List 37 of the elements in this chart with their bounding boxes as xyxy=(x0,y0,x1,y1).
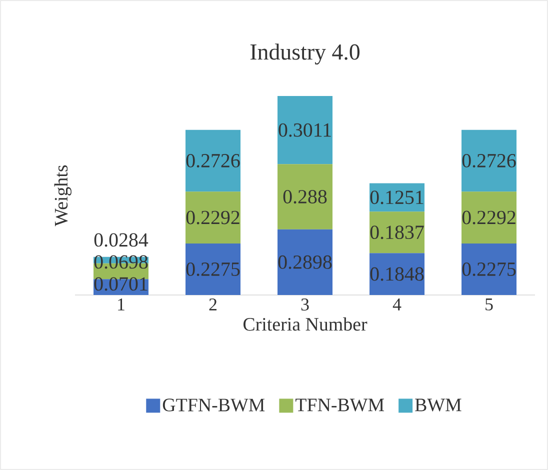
x-tick-label: 3 xyxy=(301,298,309,311)
chart-title: Industry 4.0 xyxy=(250,44,360,65)
data-label: 0.288 xyxy=(283,190,327,204)
data-label: 0.0284 xyxy=(94,233,148,247)
data-label: 0.0701 xyxy=(94,277,148,291)
bar xyxy=(370,212,425,254)
bar xyxy=(278,96,333,164)
data-label: 0.2275 xyxy=(462,262,516,276)
bar xyxy=(462,130,517,192)
bar xyxy=(370,253,425,295)
bar xyxy=(278,164,333,230)
x-tick-label: 4 xyxy=(392,298,402,310)
data-label: 0.1251 xyxy=(370,190,424,204)
y-axis-title: Weights xyxy=(54,165,72,226)
x-tick-label: 1 xyxy=(118,298,124,310)
bar xyxy=(462,192,517,244)
bar xyxy=(186,130,240,192)
data-label: 0.2726 xyxy=(462,154,516,168)
bar xyxy=(370,183,425,212)
data-label: 0.1837 xyxy=(370,226,424,240)
data-label: 0.2292 xyxy=(186,210,240,224)
bar xyxy=(278,229,333,295)
data-label: 0.2292 xyxy=(462,210,516,224)
legend-label: TFN-BWM xyxy=(296,398,384,412)
bar xyxy=(186,192,240,244)
legend-label: GTFN-BWM xyxy=(162,398,265,412)
legend-label: BWM xyxy=(415,398,462,412)
x-axis-title: Criteria Number xyxy=(243,317,368,331)
data-label: 0.2275 xyxy=(186,262,240,276)
data-label: 0.3011 xyxy=(278,123,331,137)
data-label: 0.2898 xyxy=(278,255,332,269)
x-tick-label: 5 xyxy=(486,298,493,310)
bar xyxy=(462,243,517,295)
bar xyxy=(186,243,240,295)
data-label: 0.1848 xyxy=(370,267,424,281)
data-label: 0.2726 xyxy=(186,154,240,168)
x-tick-label: 2 xyxy=(209,298,216,310)
